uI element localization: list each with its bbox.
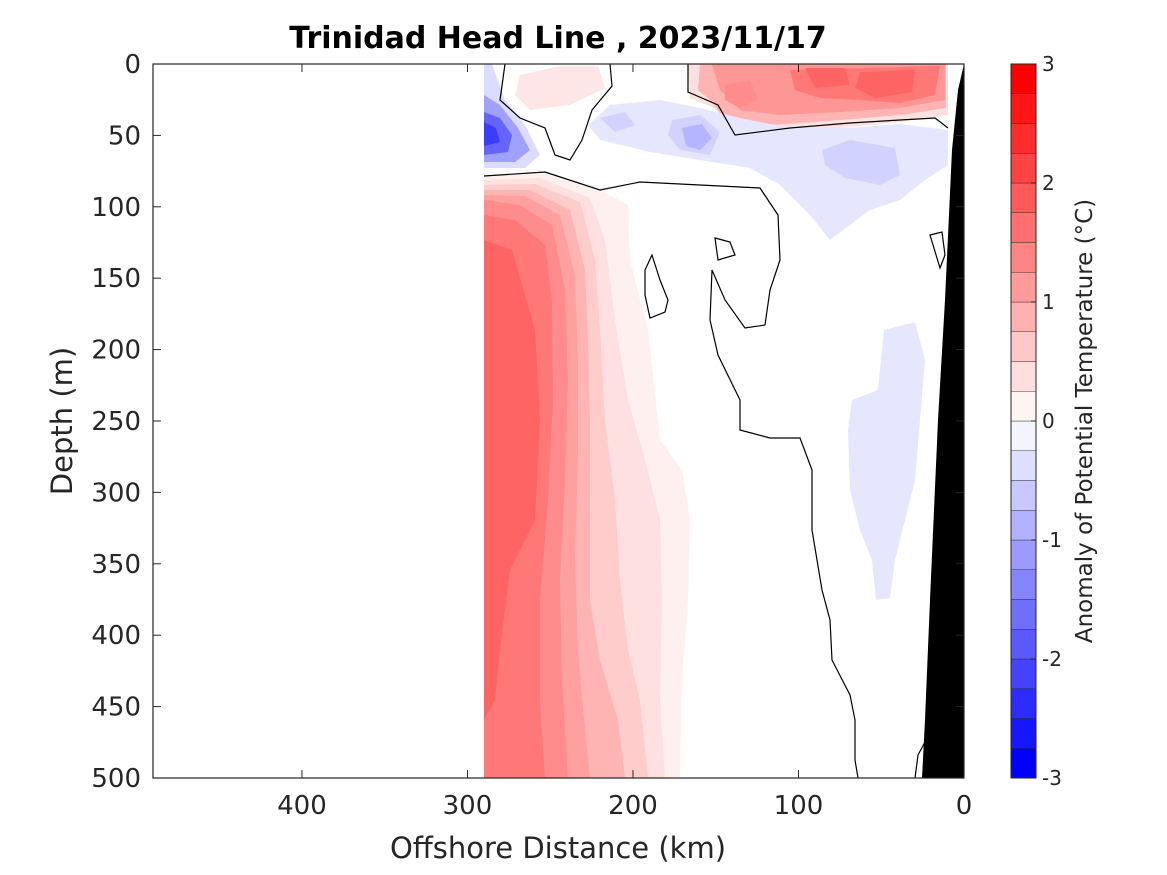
y-tick-label: 500 (91, 764, 141, 794)
colorbar-level (1010, 510, 1037, 541)
colorbar-tick-label: 1 (1042, 290, 1055, 314)
colorbar-level (1010, 361, 1037, 392)
colorbar-level (1010, 93, 1037, 124)
colorbar-level (1010, 450, 1037, 481)
colorbar-level (1010, 539, 1037, 570)
y-axis-label: Depth (m) (45, 347, 79, 495)
colorbar-ticks: 3 2 1 0 -1 -2 -3 (1031, 52, 1062, 790)
x-tick-label: 100 (774, 791, 824, 821)
x-axis-ticks: 400 300 200 100 0 (277, 64, 972, 821)
x-tick-label: 200 (608, 791, 658, 821)
colorbar-level (1010, 123, 1037, 154)
surface-warm-patch-small (725, 80, 758, 108)
colorbar-level (1010, 688, 1037, 719)
colorbar-level (1010, 272, 1037, 303)
colorbar-level (1010, 212, 1037, 243)
colorbar-level (1010, 748, 1037, 779)
zero-contours (483, 64, 949, 778)
colorbar-level (1010, 182, 1037, 213)
y-tick-label: 350 (91, 550, 141, 580)
x-axis-label: Offshore Distance (km) (390, 831, 726, 865)
plot-area: 400 300 200 100 0 0 50 100 150 200 250 300 350 400 45… (91, 50, 972, 821)
colorbar-level (1010, 301, 1037, 332)
colorbar-tick-label: -3 (1042, 766, 1062, 790)
cold-level-100 (682, 124, 712, 150)
colorbar-tick-label: -2 (1042, 647, 1062, 671)
bathymetry-seafloor (922, 64, 964, 778)
y-tick-label: 0 (124, 50, 141, 80)
y-tick-label: 200 (91, 336, 141, 366)
y-tick-label: 300 (91, 478, 141, 508)
y-tick-label: 150 (91, 264, 141, 294)
colorbar-tick-label: 2 (1042, 171, 1055, 195)
colorbar-level (1010, 242, 1037, 273)
colorbar-levels (1010, 63, 1037, 779)
zero-contour-nearshore (929, 231, 946, 270)
colorbar-level (1010, 63, 1037, 94)
x-tick-label: 300 (443, 791, 493, 821)
colorbar-level (1010, 480, 1037, 511)
zero-contour-upper-offshore (499, 64, 613, 161)
x-tick-label: 400 (277, 791, 327, 821)
colorbar-level (1010, 153, 1037, 184)
colorbar-level (1010, 569, 1037, 600)
colorbar-level (1010, 420, 1037, 451)
y-axis-ticks: 0 50 100 150 200 250 300 350 400 450 500 (91, 50, 964, 794)
colorbar-level (1010, 391, 1037, 422)
colorbar-level (1010, 718, 1037, 749)
zero-contour-island-lens (644, 253, 669, 319)
chart-title: Trinidad Head Line , 2023/11/17 (289, 21, 826, 56)
colorbar-level (1010, 599, 1037, 630)
colorbar-tick-label: 3 (1042, 52, 1055, 76)
y-tick-label: 400 (91, 621, 141, 651)
cold-corner-level-225 (484, 122, 500, 146)
cold-deep-level-025 (848, 322, 925, 600)
cold-level-050 (600, 112, 900, 185)
zero-contour-deep-warm (483, 171, 859, 778)
warm-level-200 (484, 240, 540, 720)
zero-contour-bottom-right (914, 741, 926, 778)
y-tick-label: 450 (91, 693, 141, 723)
colorbar: 3 2 1 0 -1 -2 -3 (1010, 52, 1062, 790)
colorbar-level (1010, 658, 1037, 689)
y-tick-label: 100 (91, 193, 141, 223)
contour-fill-layer (483, 64, 964, 778)
x-tick-label: 0 (956, 791, 973, 821)
colorbar-level (1010, 629, 1037, 660)
y-tick-label: 250 (91, 407, 141, 437)
colorbar-tick-label: -1 (1042, 528, 1062, 552)
zero-contour-island-small (714, 237, 736, 261)
y-tick-label: 50 (108, 121, 141, 151)
colorbar-level (1010, 331, 1037, 362)
zero-contour-surface-warm (687, 64, 949, 136)
colorbar-tick-label: 0 (1042, 409, 1055, 433)
colorbar-label: Anomaly of Potential Temperature (°C) (1072, 199, 1098, 643)
warm-patch-offshore (515, 66, 605, 110)
surface-warm-level-200 (805, 68, 915, 98)
